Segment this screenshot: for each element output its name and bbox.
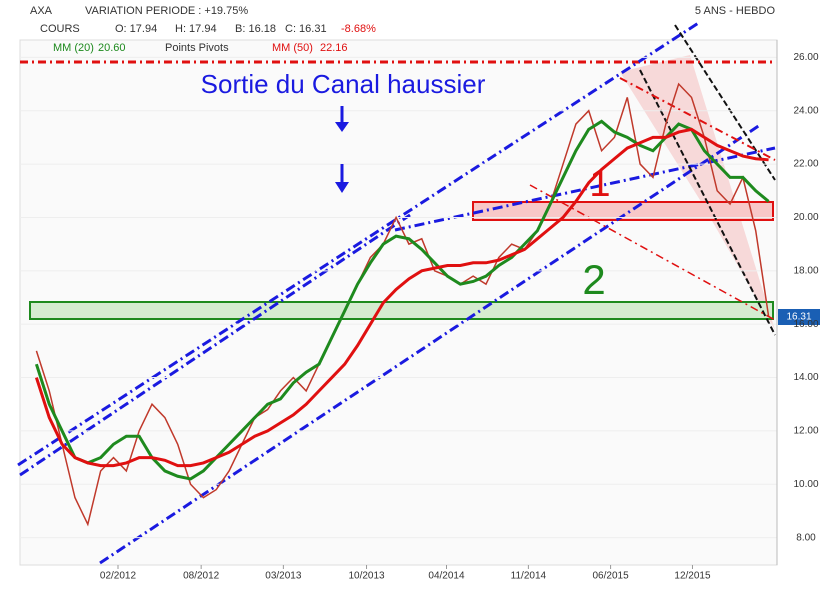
last-price-box bbox=[778, 309, 820, 325]
zone-2 bbox=[29, 301, 774, 320]
pink-zone bbox=[620, 55, 775, 330]
x-tick-label: 08/2012 bbox=[183, 571, 220, 582]
legend-mm20: MM (20) bbox=[53, 42, 94, 54]
close: C: 16.31 bbox=[285, 23, 327, 35]
legend-price: COURS bbox=[40, 23, 80, 35]
last-price: 16.31 bbox=[786, 312, 811, 323]
annotation-1: 1 bbox=[589, 163, 610, 205]
annotation-title: Sortie du Canal haussier bbox=[201, 69, 486, 99]
arrows bbox=[335, 106, 349, 193]
y-tick-label: 18.00 bbox=[793, 265, 818, 276]
change: -8.68% bbox=[341, 23, 376, 35]
mm20-value: 20.60 bbox=[98, 42, 126, 54]
symbol: AXA bbox=[30, 5, 53, 17]
y-tick-label: 24.00 bbox=[793, 105, 818, 116]
series-line bbox=[34, 119, 770, 481]
y-tick-label: 12.00 bbox=[793, 426, 818, 437]
period: 5 ANS - HEBDO bbox=[695, 5, 776, 17]
series-line bbox=[35, 82, 770, 527]
x-tick-label: 11/2014 bbox=[511, 571, 547, 582]
low: B: 16.18 bbox=[235, 23, 276, 35]
annotation-2: 2 bbox=[582, 256, 605, 303]
mm50-value: 22.16 bbox=[320, 42, 348, 54]
variation: VARIATION PERIODE : +19.75% bbox=[85, 5, 248, 17]
y-tick-label: 22.00 bbox=[793, 159, 818, 170]
y-tick-label: 8.00 bbox=[796, 532, 816, 543]
pivots: Points Pivots bbox=[165, 42, 229, 54]
y-tick-label: 16.00 bbox=[793, 319, 818, 330]
y-tick-label: 20.00 bbox=[793, 212, 818, 223]
y-tick-label: 14.00 bbox=[793, 372, 818, 383]
red-trend-2 bbox=[529, 184, 776, 321]
x-tick-label: 03/2013 bbox=[265, 571, 302, 582]
series-group bbox=[20, 56, 777, 539]
x-tick-label: 06/2015 bbox=[593, 571, 630, 582]
red-trend bbox=[619, 77, 776, 161]
x-tick-label: 02/2012 bbox=[100, 571, 137, 582]
series-line bbox=[34, 127, 769, 468]
y-tick-label: 10.00 bbox=[793, 479, 818, 490]
legend-mm50: MM (50) bbox=[272, 42, 313, 54]
x-tick-label: 10/2013 bbox=[348, 571, 385, 582]
down-lines bbox=[639, 24, 776, 336]
x-tick-label: 04/2014 bbox=[428, 571, 465, 582]
high: H: 17.94 bbox=[175, 23, 217, 35]
open: O: 17.94 bbox=[115, 23, 157, 35]
y-tick-label: 26.00 bbox=[793, 52, 818, 63]
x-tick-label: 12/2015 bbox=[674, 571, 711, 582]
